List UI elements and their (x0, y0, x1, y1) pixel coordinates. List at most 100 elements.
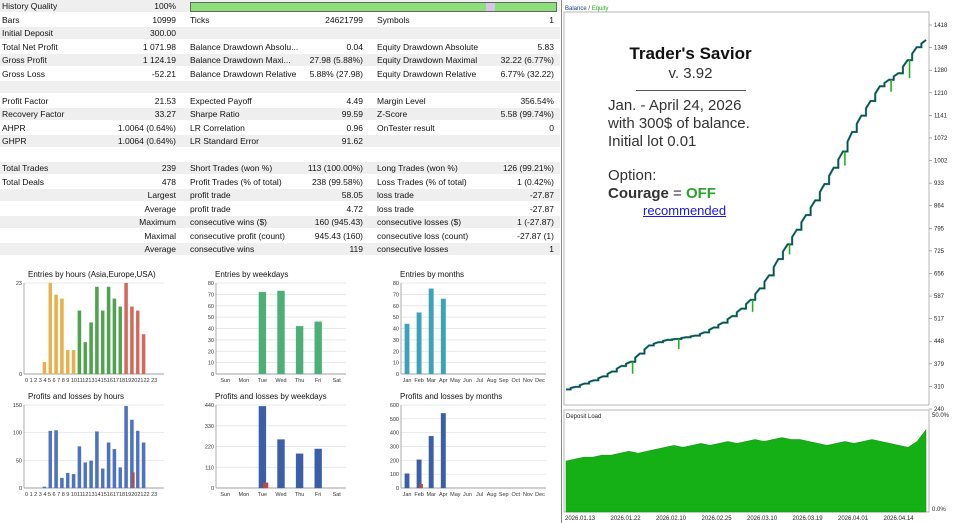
x-tick-label: Oct (512, 378, 521, 384)
x-tick-label: Tue (258, 378, 267, 384)
legend-equity: Equity (592, 6, 609, 12)
value: 0 (549, 123, 554, 133)
deposit-load-y-top: 50.0% (932, 413, 950, 419)
value: 100% (154, 1, 176, 11)
mini-chart-svg: 80 70 60 50 40 30 20 10 0 Sun Mon Tue Wed Thu Fri Sat (208, 281, 346, 384)
value: 1 071.98 (142, 42, 176, 52)
option-label: Option: (608, 167, 657, 184)
value: 5.88% (27.98) (309, 69, 363, 79)
value: 239 (161, 163, 176, 173)
x-tick-label: Tue (258, 492, 267, 498)
bar (404, 473, 410, 489)
x-tick-label: Mar (426, 492, 436, 498)
y-tick-label: 50 (393, 315, 399, 321)
value: 356.54% (520, 96, 554, 106)
legend-separator: / (587, 6, 592, 12)
y-tick-label: 0 (19, 486, 22, 492)
value: 945.43 (160) (314, 231, 363, 241)
x-tick-label: Oct (512, 492, 521, 498)
bar (77, 446, 82, 489)
label: LR Standard Error (190, 136, 259, 146)
label: Average (144, 204, 176, 214)
label: consecutive losses ($) (377, 217, 462, 227)
value: -27.87 (529, 190, 554, 200)
y-tick-label: 50 (16, 458, 22, 464)
label: consecutive losses (377, 244, 449, 254)
x-tick-label: Sat (333, 492, 342, 498)
x-tick-label: Feb (414, 492, 423, 498)
row-maximal: Maximal consecutive profit (count) 945.4… (0, 230, 560, 242)
label: profit trade (190, 190, 231, 200)
label: Maximal (144, 231, 176, 241)
bar (89, 322, 93, 375)
value: 300.00 (150, 28, 176, 38)
x-tick-label: Jun (463, 492, 472, 498)
bar (416, 312, 422, 375)
value: 238 (99.58%) (311, 177, 363, 187)
label: consecutive loss (count) (377, 231, 469, 241)
row-recovery-factor: Recovery Factor 33.27 Sharpe Ratio 99.59… (0, 108, 560, 120)
x-tick-label: Sep (499, 492, 509, 498)
y-tick-label: 23 (16, 281, 22, 287)
y-tick-label: 30 (208, 338, 214, 344)
y-tick-label: 1418 (934, 23, 948, 29)
y-tick-label: 240 (934, 407, 945, 413)
y-tick-label: 1349 (934, 46, 948, 52)
value: -27.87 (1) (517, 231, 554, 241)
x-tick-label: Jun (463, 378, 472, 384)
value: -52.21 (151, 69, 176, 79)
x-tick-labels: 0 1 2 3 4 5 6 7 8 9 10111213141516171819… (25, 378, 157, 384)
y-tick-label: 110 (205, 465, 214, 471)
recommended-link[interactable]: recommended (643, 203, 727, 218)
x-tick-label: 2026.02.10 (656, 516, 687, 522)
row-spacer (0, 81, 560, 93)
bar (141, 334, 146, 375)
label: consecutive profit (count) (190, 231, 285, 241)
label: Total Deals (2, 177, 45, 187)
mini-chart-svg: 150 100 50 00 1 2 3 4 5 6 7 8 9 10111213141… (13, 403, 164, 498)
balance-line (566, 39, 927, 391)
promo-overlay: Trader's Savior v. 3.92 Jan. - April 24,… (608, 44, 773, 218)
bar (277, 290, 285, 375)
bar (42, 486, 47, 489)
row-net-profit: Total Net Profit 1 071.98 Balance Drawdo… (0, 41, 560, 53)
ea-version: v. 3.92 (668, 65, 713, 82)
bar (54, 430, 58, 489)
x-tick-label: Fri (315, 492, 321, 498)
label: Ticks (190, 15, 210, 25)
profits-losses-by-weekdays-chart: Profits and losses by weekdays 440 330 220 1… (200, 392, 350, 500)
x-tick-label: 2026.02.25 (702, 516, 733, 522)
bar (124, 282, 128, 375)
y-tick-label: 587 (934, 294, 945, 300)
label: Profit Trades (% of total) (190, 177, 282, 187)
bar (65, 472, 70, 489)
value: 24621799 (325, 15, 363, 25)
balance-equity-chart: Balance / Equity 1418 1349 1280 1210 1141 1072… (561, 0, 960, 523)
bar (100, 310, 105, 375)
legend: Balance / Equity (565, 6, 608, 12)
y-tick-label: 40 (393, 327, 399, 333)
bar (130, 419, 134, 489)
y-tick-label: 20 (208, 349, 214, 355)
value: 1 (549, 15, 554, 25)
value: 5.83 (537, 42, 554, 52)
label: loss trade (377, 204, 414, 214)
value: 113 (100.00%) (307, 163, 363, 173)
plot-frame (563, 11, 930, 406)
bar (118, 467, 123, 489)
y-tick-label: 517 (934, 317, 945, 323)
y-tick-label: 448 (934, 339, 945, 345)
x-tick-labels: 0 1 2 3 4 5 6 7 8 9 10111213141516171819… (25, 492, 157, 498)
y-tick-label: 10 (393, 361, 399, 367)
mini-chart-svg: 600 500 400 300 200 100 0 Jan Feb Mar Apr May Jun Jul… (390, 403, 546, 498)
y-tick-label: 100 (13, 431, 22, 437)
test-period: Jan. - April 24, 2026 (608, 97, 742, 114)
bar (71, 350, 76, 375)
courage-equals: = (673, 185, 682, 202)
x-tick-label: Sat (333, 378, 342, 384)
label: Equity Drawdown Relative (377, 69, 477, 79)
row-initial-deposit: Initial Deposit 300.00 (0, 27, 560, 39)
value: 33.27 (154, 109, 176, 119)
label: consecutive wins ($) (190, 217, 268, 227)
label: Equity Drawdown Maximal (377, 55, 478, 65)
